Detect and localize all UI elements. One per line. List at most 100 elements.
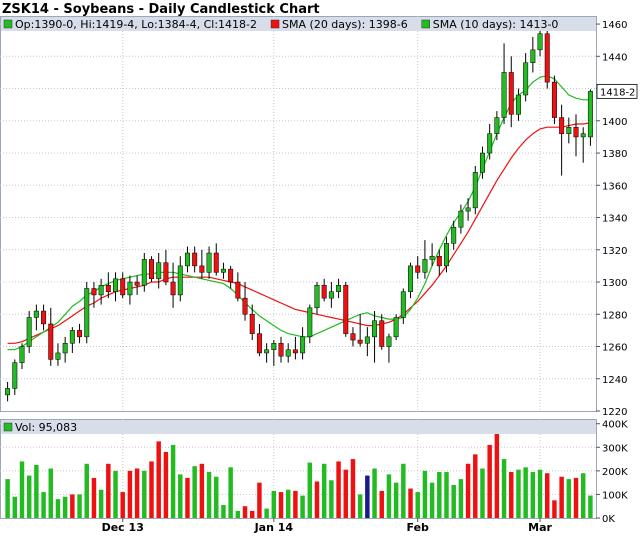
candle xyxy=(587,89,593,146)
volume-bar xyxy=(199,463,205,518)
volume-bar xyxy=(34,464,39,518)
volume-bar xyxy=(48,468,53,518)
volume-bar xyxy=(235,510,241,518)
price-tick-label: 1440 xyxy=(602,52,627,63)
legend-swatch xyxy=(3,19,13,29)
candle xyxy=(48,307,54,366)
volume-bar xyxy=(487,444,492,518)
candle-body xyxy=(249,314,255,334)
volume-bar xyxy=(41,492,46,518)
candle xyxy=(271,340,277,366)
candle-body xyxy=(300,336,306,354)
last-price-label: 1418-2 xyxy=(600,87,635,98)
candle xyxy=(228,265,234,289)
volume-bar xyxy=(26,475,32,518)
candle xyxy=(415,256,421,279)
volume-bar xyxy=(580,473,586,518)
candle xyxy=(501,43,507,125)
volume-tick-label: 0K xyxy=(602,514,615,525)
candle xyxy=(314,282,320,315)
candle-body xyxy=(328,291,334,299)
candle-body xyxy=(372,320,378,338)
candle xyxy=(91,282,97,308)
candle xyxy=(472,165,478,215)
candle xyxy=(551,75,557,125)
candle-body xyxy=(336,284,342,292)
candle-body xyxy=(350,333,356,341)
candle-body xyxy=(537,33,543,51)
volume-bar xyxy=(393,482,399,518)
volume-bar xyxy=(437,472,442,518)
price-tick-label: 1360 xyxy=(602,181,627,192)
candle xyxy=(41,304,47,331)
candle-body xyxy=(415,265,421,273)
candle xyxy=(307,304,313,344)
volume-bar xyxy=(134,468,140,518)
candle xyxy=(559,104,565,176)
price-grid xyxy=(0,16,596,411)
volume-bar xyxy=(516,469,521,518)
candle-body xyxy=(84,288,90,338)
volume-bar xyxy=(415,492,420,518)
candle-body xyxy=(587,91,593,138)
candle-body xyxy=(26,317,32,347)
volume-bar xyxy=(343,469,348,518)
volume-bar xyxy=(480,468,485,518)
candle-body xyxy=(271,343,277,350)
volume-panel: 0K 100K 200K 300K 400K Vol: 95,083 xyxy=(0,419,628,525)
volume-bar xyxy=(408,488,413,518)
candle xyxy=(508,56,514,128)
candle-body xyxy=(163,262,169,283)
candles xyxy=(5,20,593,402)
candle-body xyxy=(458,210,464,228)
candle xyxy=(444,236,449,273)
candle-body xyxy=(465,207,471,212)
candle xyxy=(149,256,154,283)
volume-bar xyxy=(401,463,406,518)
volume-bar xyxy=(84,463,89,518)
volume-tick-label: 300K xyxy=(602,443,628,454)
candle xyxy=(494,111,500,141)
candle-body xyxy=(544,33,550,83)
legend-label: Vol: 95,083 xyxy=(15,421,77,434)
volume-legend: Vol: 95,083 xyxy=(1,420,596,434)
volume-bar xyxy=(228,467,233,518)
x-tick-label: Feb xyxy=(407,521,430,534)
candle xyxy=(141,253,147,292)
candle xyxy=(436,249,442,276)
candle-body xyxy=(141,259,147,286)
candle-body xyxy=(321,284,327,299)
candle xyxy=(113,272,119,302)
candle-body xyxy=(98,284,104,296)
volume-bar xyxy=(494,428,500,518)
volume-bar xyxy=(501,459,507,518)
legend-label: SMA (10 days): 1413-0 xyxy=(433,18,559,31)
candle-body xyxy=(357,339,363,344)
candle xyxy=(249,304,255,341)
volume-bar xyxy=(19,461,25,518)
volume-bar xyxy=(537,469,543,518)
candle-body xyxy=(19,346,25,363)
volume-bar xyxy=(329,480,334,518)
candle-body xyxy=(149,259,154,280)
volume-bar xyxy=(149,461,154,518)
candle-body xyxy=(41,310,47,325)
candle xyxy=(336,278,342,299)
volume-bar xyxy=(509,472,514,518)
x-tick-label: Jan 14 xyxy=(254,521,294,534)
x-axis: Dec 13 Jan 14 Feb Mar xyxy=(102,518,553,534)
candle xyxy=(192,246,198,273)
candle xyxy=(573,114,579,157)
chart-title: ZSK14 - Soybeans - Daily Candlestick Cha… xyxy=(2,2,320,17)
candle-body xyxy=(487,133,493,154)
volume-bar xyxy=(285,489,291,518)
candle-body xyxy=(566,126,572,134)
candle-body xyxy=(278,343,284,357)
candle xyxy=(19,343,25,370)
volume-bar xyxy=(142,470,147,518)
volume-tick-label: 200K xyxy=(602,467,628,478)
legend-label: SMA (20 days): 1398-6 xyxy=(282,18,408,31)
candle xyxy=(120,272,126,299)
candle xyxy=(350,327,356,347)
volume-bar xyxy=(185,477,190,518)
